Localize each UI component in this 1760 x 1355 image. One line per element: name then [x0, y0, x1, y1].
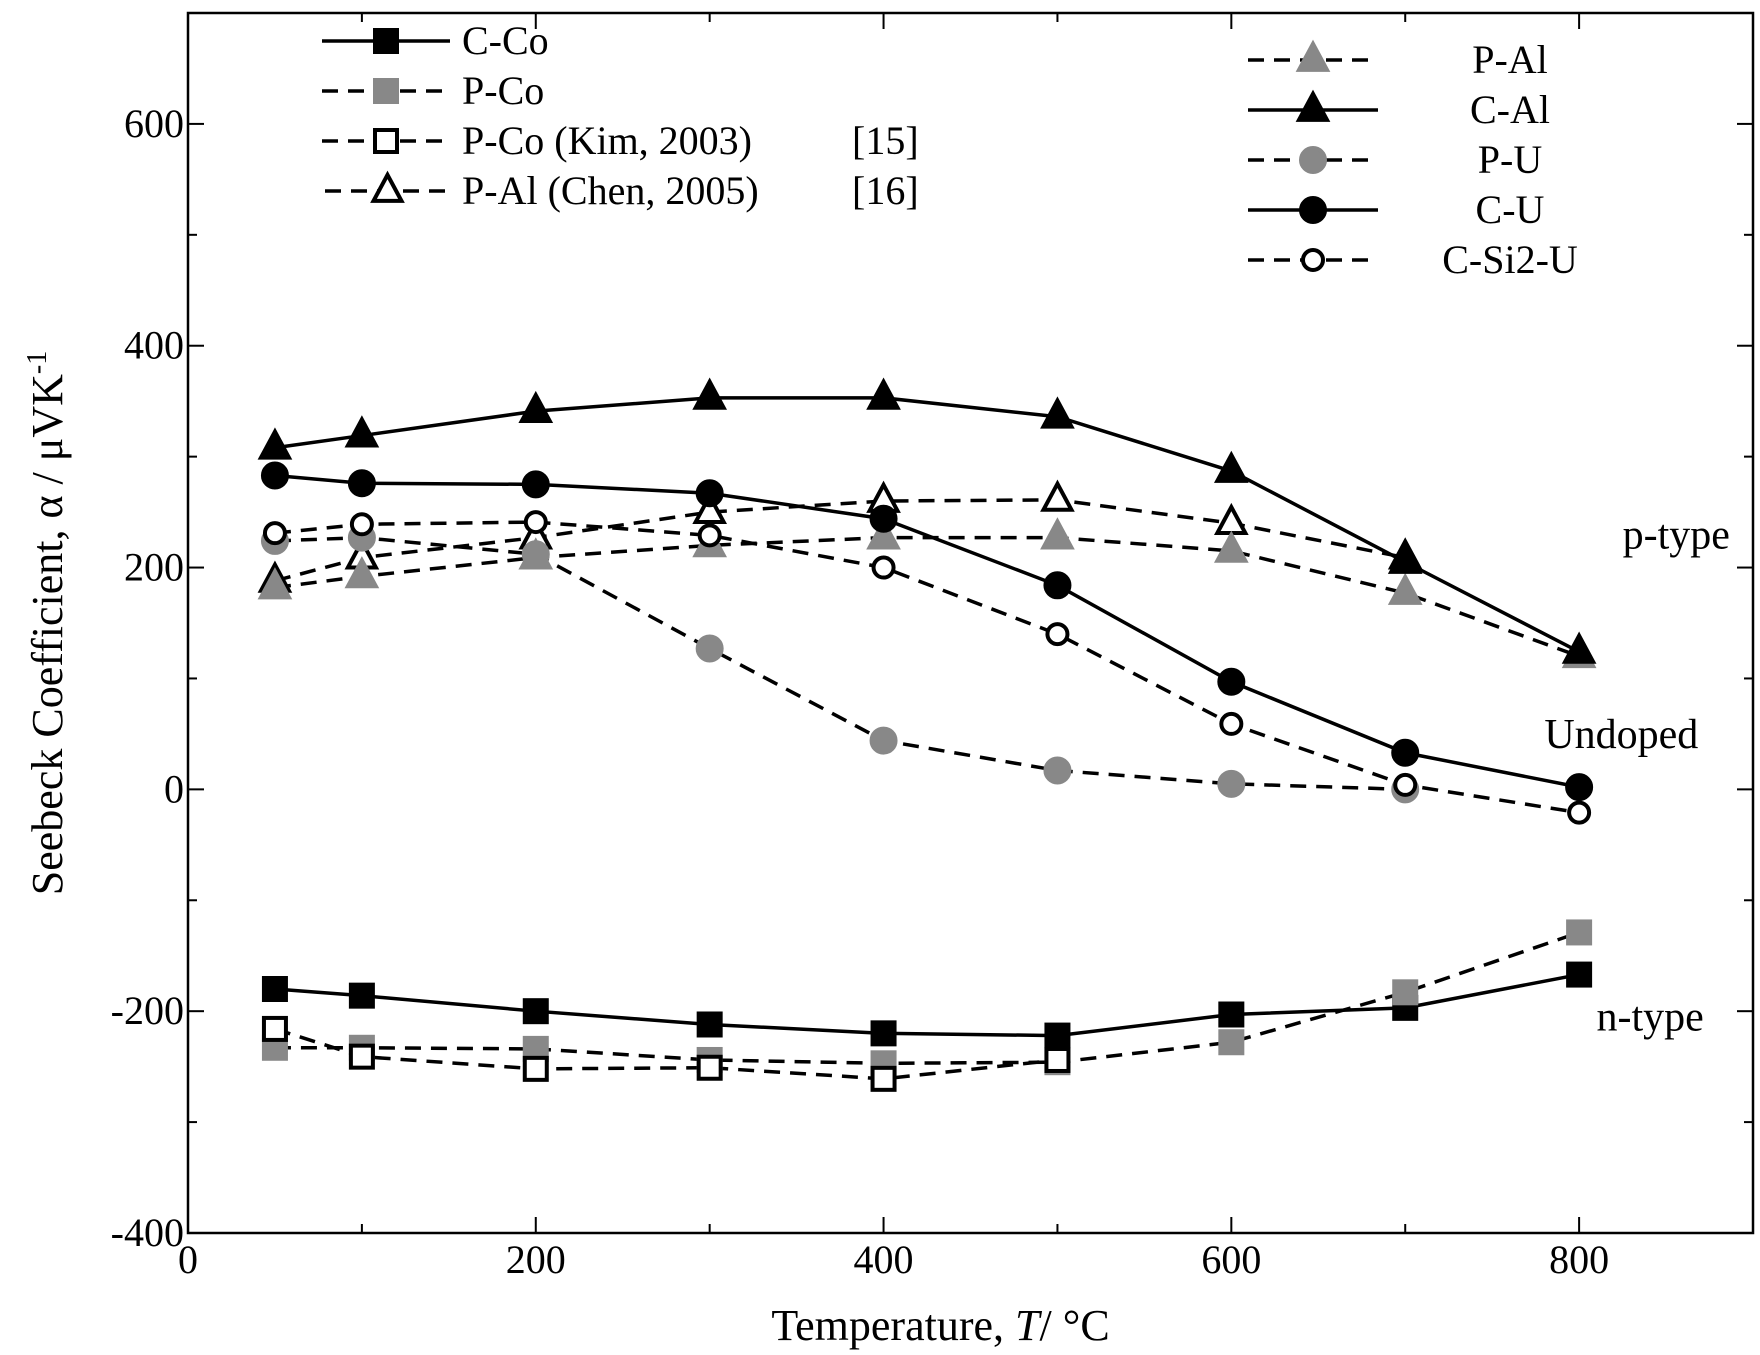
annotation-n-type: n-type: [1597, 995, 1704, 1041]
data-point-p-co-kim-2003: [348, 1043, 375, 1070]
data-point-p-al: [1387, 572, 1423, 605]
data-point-c-u: [1043, 571, 1072, 600]
y-tick-label: 600: [124, 101, 184, 146]
data-point-p-co-kim-2003: [1044, 1046, 1071, 1073]
annotation-undoped: Undoped: [1544, 712, 1698, 758]
x-axis-label: Temperature, T/ °C: [771, 1301, 1109, 1350]
legend-label-p-al-chen-2005: P-Al (Chen, 2005): [462, 168, 759, 213]
y-tick-label: -200: [111, 988, 184, 1033]
data-point-c-u: [1565, 773, 1594, 802]
data-point-p-u: [869, 726, 898, 755]
data-point-p-co-kim-2003: [870, 1065, 897, 1092]
legend-label-c-si2-u: C-Si2-U: [1442, 237, 1578, 282]
data-point-c-co: [522, 998, 549, 1025]
data-point-c-u: [869, 504, 898, 533]
legend-marker-p-u: [1299, 146, 1327, 174]
legend-marker-c-si2-u: [1301, 248, 1325, 272]
data-point-c-si2-u: [1567, 800, 1592, 825]
data-point-p-u: [1217, 769, 1246, 798]
x-tick-label: 200: [506, 1237, 566, 1282]
data-point-c-u: [1391, 738, 1420, 767]
annotation-p-type: p-type: [1623, 512, 1730, 558]
data-point-c-si2-u: [1219, 711, 1244, 736]
data-point-p-co-kim-2003: [522, 1055, 549, 1082]
legend-marker-p-al-chen-2005: [370, 170, 405, 203]
data-point-c-al: [518, 390, 554, 424]
legend-label-c-al: C-Al: [1470, 87, 1550, 132]
y-tick-label: 0: [164, 766, 184, 811]
legend-label-p-al: P-Al: [1472, 37, 1548, 82]
data-point-c-si2-u: [523, 510, 548, 535]
data-point-p-co: [1566, 919, 1593, 946]
data-point-p-al: [257, 567, 293, 600]
data-point-c-u: [260, 461, 289, 490]
y-axis-label: Seebeck Coefficient, α / μVK-1: [22, 351, 72, 895]
data-point-c-u: [1217, 667, 1246, 696]
data-point-c-si2-u: [1393, 772, 1418, 797]
data-point-c-al: [344, 415, 380, 448]
y-tick-label: 200: [124, 545, 184, 590]
data-point-c-u: [695, 479, 724, 508]
data-point-c-co: [870, 1020, 897, 1047]
data-point-p-al: [866, 517, 901, 550]
legend-marker-c-u: [1299, 196, 1327, 224]
x-tick-label: 0: [178, 1237, 198, 1282]
data-point-c-co: [1218, 1001, 1245, 1028]
y-tick-label: -400: [111, 1210, 184, 1255]
data-point-c-co: [1044, 1022, 1071, 1049]
data-point-c-al: [257, 427, 293, 460]
y-tick-label: 400: [124, 323, 184, 368]
data-point-c-co: [261, 976, 288, 1002]
plot-frame: [186, 11, 1755, 1235]
data-point-p-al: [344, 556, 380, 589]
x-tick-label: 800: [1549, 1237, 1609, 1282]
data-point-p-al: [1213, 530, 1249, 563]
legend-marker-c-co: [373, 28, 399, 54]
data-point-c-si2-u: [871, 555, 896, 580]
data-point-c-al: [866, 377, 901, 410]
data-point-p-co-kim-2003: [696, 1054, 723, 1081]
data-point-p-u: [1043, 756, 1072, 785]
x-tick-label: 400: [854, 1237, 914, 1282]
legend-ref-p-co-kim-2003: [15]: [852, 118, 919, 163]
series-line-p-co-kim-2003: [274, 1027, 1058, 1081]
series-line-p-u: [274, 535, 1406, 792]
data-point-c-al: [1040, 396, 1075, 429]
legend-label-c-co: C-Co: [462, 18, 549, 63]
data-point-p-al-chen-2005: [1040, 479, 1075, 512]
data-point-p-al: [1040, 517, 1075, 550]
legend-label-c-u: C-U: [1476, 187, 1545, 232]
data-point-c-u: [521, 470, 550, 499]
data-point-p-co: [1392, 979, 1419, 1006]
data-point-c-co: [348, 982, 375, 1009]
legend-marker-p-al: [1295, 39, 1331, 72]
data-point-c-si2-u: [697, 523, 722, 548]
legend-label-p-co-kim-2003: P-Co (Kim, 2003): [462, 118, 752, 163]
legend-marker-c-al: [1295, 89, 1331, 122]
data-point-p-co-kim-2003: [261, 1015, 288, 1042]
data-point-c-u: [347, 469, 376, 498]
data-point-c-al: [1561, 631, 1597, 664]
legend-marker-p-co-kim-2003: [373, 128, 399, 154]
data-point-p-u: [521, 540, 550, 569]
legend-label-p-u: P-U: [1478, 137, 1543, 182]
legend-marker-p-co: [373, 78, 399, 104]
legend-label-p-co: P-Co: [462, 68, 544, 113]
x-tick-label: 600: [1201, 1237, 1261, 1282]
data-point-p-co: [1218, 1029, 1245, 1056]
data-point-c-si2-u: [349, 512, 374, 537]
data-point-c-al: [1387, 541, 1423, 574]
data-point-c-co: [696, 1011, 723, 1038]
legend-ref-p-al-chen-2005: [16]: [852, 168, 919, 213]
data-point-p-al-chen-2005: [692, 491, 728, 524]
data-point-p-u: [695, 634, 724, 663]
data-point-c-al: [692, 377, 728, 410]
data-point-c-co: [1566, 961, 1593, 988]
data-point-c-si2-u: [1045, 622, 1070, 647]
data-point-c-si2-u: [262, 521, 287, 546]
data-point-c-al: [1213, 450, 1249, 483]
